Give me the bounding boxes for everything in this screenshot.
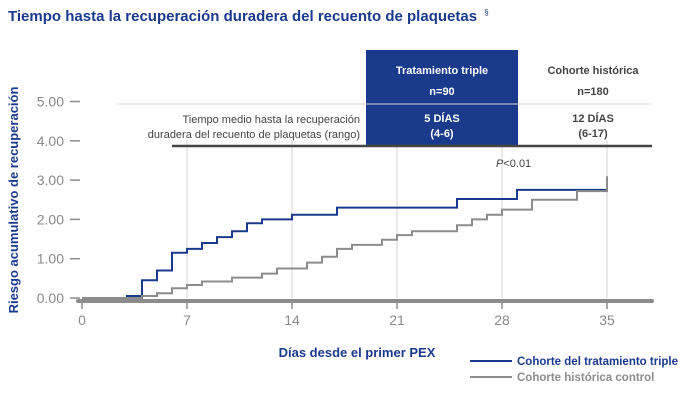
x-tick-label-0: 0: [78, 312, 86, 328]
y-axis-title: Riesgo acumulativo de recuperación: [6, 87, 21, 314]
table-row-label-line1: Tiempo medio hasta la recuperación: [182, 114, 360, 126]
highlight-column-bg: [366, 50, 518, 146]
series-line-triple: [82, 188, 607, 299]
summary-table: Tratamiento triple n=90 5 DÍAS (4-6) Coh…: [116, 50, 652, 148]
column-range-triple: (4-6): [430, 128, 454, 140]
x-tick-label-14: 14: [284, 312, 300, 328]
x-axis-title: Días desde el primer PEX: [279, 345, 436, 360]
column-value-triple: 5 DÍAS: [424, 112, 459, 125]
x-tick-label-28: 28: [494, 312, 510, 328]
chart-title: Tiempo hasta la recuperación duradera de…: [8, 8, 477, 25]
x-tick-label-7: 7: [183, 312, 191, 328]
p-value-symbol: P: [496, 158, 504, 170]
y-tick-label-1.00: 1.00: [37, 251, 64, 267]
y-tick-label-5.00: 5.00: [37, 94, 64, 110]
series-line-historic: [82, 176, 608, 299]
y-tick-label-2.00: 2.00: [37, 211, 64, 227]
p-value-text: <0.01: [503, 158, 531, 170]
p-value-annotation: P<0.01: [496, 158, 531, 170]
x-tick-label-21: 21: [389, 312, 405, 328]
column-range-historic: (6-17): [578, 128, 608, 140]
y-tick-label-0.00: 0.00: [37, 290, 64, 306]
grid-layer: [186, 140, 608, 298]
column-n-triple: n=90: [429, 86, 454, 98]
chart-title-text: Tiempo hasta la recuperación duradera de…: [8, 8, 489, 25]
legend-label-historic: Cohorte histórica control: [517, 372, 654, 384]
legend-label-triple: Cohorte del tratamiento triple: [517, 356, 678, 368]
column-header-triple: Tratamiento triple: [396, 65, 488, 77]
x-tick-label-35: 35: [599, 312, 615, 328]
y-tick-label-3.00: 3.00: [37, 172, 64, 188]
table-row-label-line2: duradera del recuento de plaquetas (rang…: [148, 129, 360, 141]
chart-title-note: §: [484, 8, 488, 17]
column-header-historic: Cohorte histórica: [547, 65, 639, 77]
y-tick-label-4.00: 4.00: [37, 133, 64, 149]
axis-layer: 0 7 14 21 28 35 0.00 1.00 2.00 3.00 4.00 5.00: [37, 94, 654, 328]
legend: Cohorte del tratamiento triple Cohorte h…: [470, 356, 678, 384]
column-n-historic: n=180: [577, 86, 609, 98]
column-value-historic: 12 DÍAS: [572, 112, 614, 125]
series-layer: [82, 176, 608, 299]
